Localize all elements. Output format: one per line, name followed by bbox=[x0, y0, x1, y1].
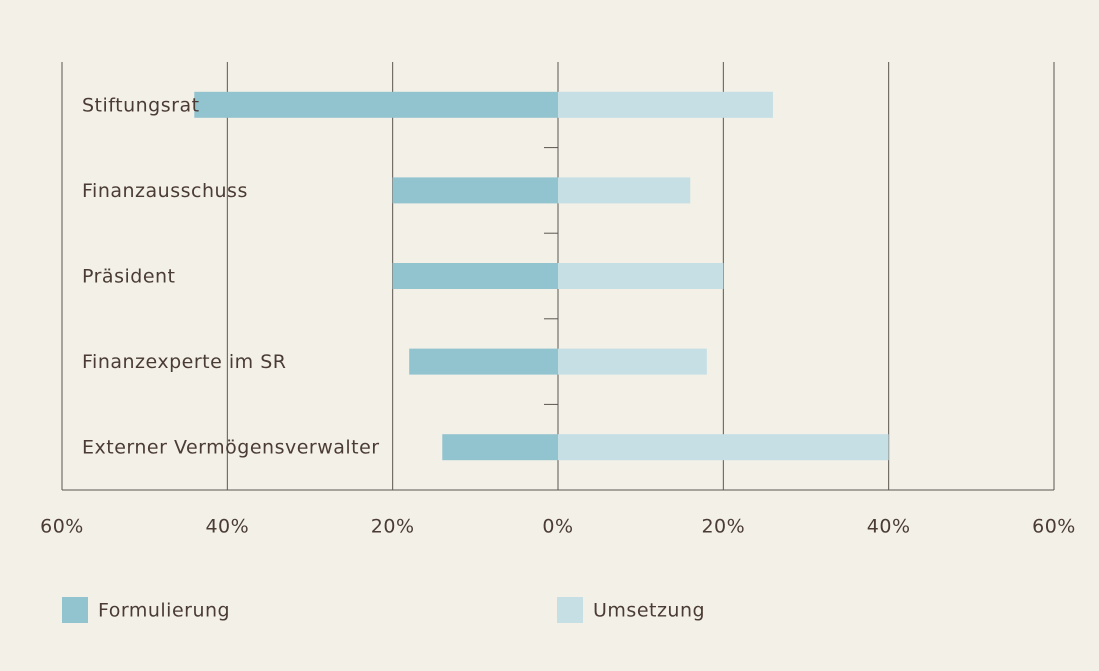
bar bbox=[558, 434, 889, 461]
category-label: Finanzexperte im SR bbox=[82, 351, 286, 373]
x-tick-label: 20% bbox=[701, 516, 745, 538]
bar bbox=[409, 348, 558, 375]
bar bbox=[194, 91, 558, 118]
category-label: Präsident bbox=[82, 266, 176, 288]
bar bbox=[392, 177, 558, 204]
legend-swatch bbox=[62, 597, 88, 623]
x-tick-label: 40% bbox=[205, 516, 249, 538]
bar bbox=[392, 263, 558, 289]
bar bbox=[558, 177, 691, 204]
bar bbox=[558, 91, 773, 118]
bar bbox=[442, 434, 558, 461]
bar bbox=[558, 348, 707, 375]
x-tick-label: 60% bbox=[40, 516, 84, 538]
category-label: Externer Vermögensverwalter bbox=[82, 437, 380, 459]
x-tick-label: 0% bbox=[542, 516, 573, 538]
legend-swatch bbox=[557, 597, 583, 623]
category-label: Stiftungsrat bbox=[82, 94, 200, 116]
category-label: Finanzausschuss bbox=[82, 180, 248, 202]
x-tick-label: 60% bbox=[1032, 516, 1076, 538]
x-tick-label: 40% bbox=[867, 516, 911, 538]
bar bbox=[558, 263, 724, 289]
legend-label: Umsetzung bbox=[593, 600, 705, 622]
legend-label: Formulierung bbox=[98, 600, 230, 622]
x-tick-label: 20% bbox=[371, 516, 415, 538]
